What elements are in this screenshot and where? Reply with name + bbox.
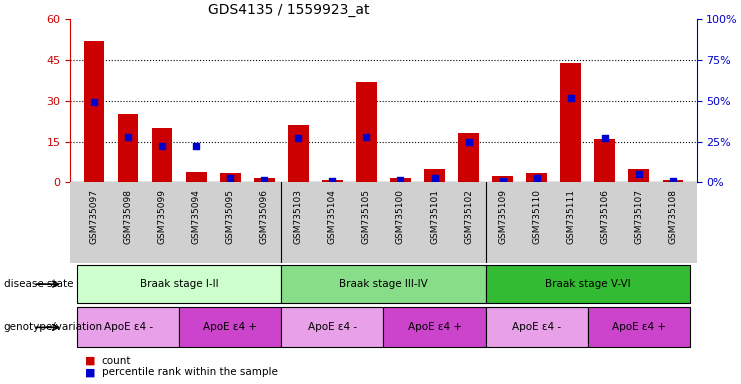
Text: count: count [102, 356, 131, 366]
Point [327, 178, 339, 184]
Text: genotype/variation: genotype/variation [4, 322, 103, 333]
Text: GSM735094: GSM735094 [192, 189, 201, 244]
Text: GSM735105: GSM735105 [362, 189, 371, 244]
Text: ApoE ε4 -: ApoE ε4 - [308, 322, 357, 333]
Point [633, 171, 645, 177]
Text: ApoE ε4 -: ApoE ε4 - [512, 322, 561, 333]
Text: GSM735103: GSM735103 [294, 189, 303, 244]
Bar [322, 180, 342, 182]
Bar [526, 173, 547, 182]
Point [156, 143, 168, 149]
Text: disease state: disease state [4, 279, 73, 289]
Point [394, 177, 406, 183]
Bar [77, 308, 179, 347]
Text: GSM735110: GSM735110 [532, 189, 541, 244]
Text: Braak stage I-II: Braak stage I-II [140, 279, 219, 289]
Text: ■: ■ [85, 356, 96, 366]
Text: GSM735100: GSM735100 [396, 189, 405, 244]
Bar [459, 134, 479, 182]
Text: GSM735104: GSM735104 [328, 189, 337, 244]
Text: GSM735101: GSM735101 [430, 189, 439, 244]
Text: GSM735096: GSM735096 [260, 189, 269, 244]
Point [122, 134, 134, 140]
Bar [485, 265, 690, 303]
Text: Braak stage V-VI: Braak stage V-VI [545, 279, 631, 289]
Bar [492, 175, 513, 182]
Text: GSM735099: GSM735099 [158, 189, 167, 244]
Bar [186, 172, 207, 182]
Point [667, 178, 679, 184]
Bar [220, 173, 241, 182]
Bar [384, 308, 485, 347]
Point [462, 139, 474, 145]
Point [531, 174, 542, 180]
Point [496, 178, 508, 184]
Text: ApoE ε4 +: ApoE ε4 + [611, 322, 665, 333]
Text: GSM735108: GSM735108 [668, 189, 677, 244]
Point [190, 143, 202, 149]
Text: GSM735109: GSM735109 [498, 189, 507, 244]
Text: GSM735097: GSM735097 [90, 189, 99, 244]
Bar [485, 308, 588, 347]
Bar [84, 41, 104, 182]
Text: ApoE ε4 +: ApoE ε4 + [408, 322, 462, 333]
Point [259, 177, 270, 183]
Text: GDS4135 / 1559923_at: GDS4135 / 1559923_at [208, 3, 370, 17]
Point [565, 94, 576, 101]
Bar [628, 169, 649, 182]
Text: ■: ■ [85, 367, 96, 377]
Text: GSM735111: GSM735111 [566, 189, 575, 244]
Bar [152, 128, 173, 182]
Point [225, 174, 236, 180]
Bar [588, 308, 690, 347]
Bar [282, 265, 485, 303]
Bar [391, 178, 411, 182]
Bar [254, 178, 275, 182]
Text: GSM735106: GSM735106 [600, 189, 609, 244]
Text: GSM735095: GSM735095 [226, 189, 235, 244]
Point [293, 135, 305, 141]
Text: percentile rank within the sample: percentile rank within the sample [102, 367, 277, 377]
Bar [425, 169, 445, 182]
Bar [560, 63, 581, 182]
Text: ApoE ε4 -: ApoE ε4 - [104, 322, 153, 333]
Bar [288, 125, 308, 182]
Bar [179, 308, 282, 347]
Text: GSM735102: GSM735102 [464, 189, 473, 244]
Bar [662, 180, 683, 182]
Bar [594, 139, 615, 182]
Point [361, 134, 373, 140]
Point [88, 99, 100, 106]
Bar [118, 114, 139, 182]
Text: GSM735098: GSM735098 [124, 189, 133, 244]
Bar [356, 82, 376, 182]
Point [428, 174, 440, 180]
Bar [282, 308, 384, 347]
Bar [77, 265, 282, 303]
Point [599, 135, 611, 141]
Text: ApoE ε4 +: ApoE ε4 + [203, 322, 257, 333]
Text: GSM735107: GSM735107 [634, 189, 643, 244]
Text: Braak stage III-IV: Braak stage III-IV [339, 279, 428, 289]
